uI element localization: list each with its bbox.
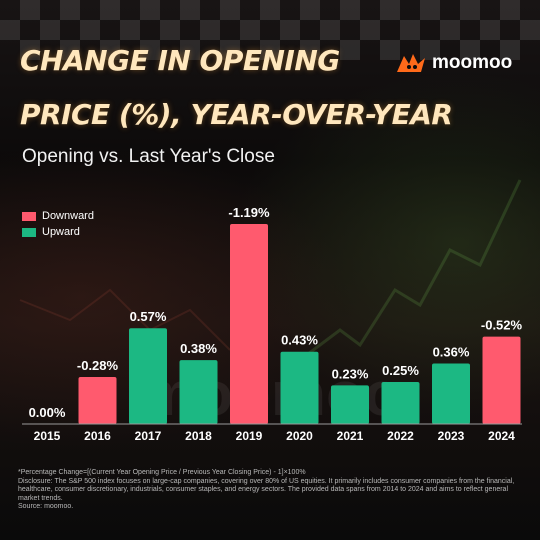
moomoo-bull-icon [397, 54, 425, 72]
x-tick-2024: 2024 [488, 429, 515, 443]
data-label-2021: 0.23% [332, 366, 369, 381]
legend-label-upward: Upward [42, 226, 80, 238]
legend-item-downward: Downward [22, 208, 94, 224]
data-label-2017: 0.57% [130, 309, 167, 324]
background-trend-lines [19, 179, 522, 362]
data-label-2020: 0.43% [281, 333, 318, 348]
data-label-2018: 0.38% [180, 341, 217, 356]
legend-label-downward: Downward [42, 210, 94, 222]
title-line-2: PRICE (%), YEAR-OVER-YEAR [20, 98, 453, 131]
data-label-2023: 0.36% [433, 344, 470, 359]
legend-swatch-downward [22, 211, 36, 221]
bar-2016 [78, 376, 117, 424]
x-tick-2019: 2019 [236, 429, 263, 443]
x-tick-2016: 2016 [84, 429, 111, 443]
chart-legend: Downward Upward [22, 208, 94, 240]
data-label-2022: 0.25% [382, 363, 419, 378]
legend-item-upward: Upward [22, 224, 94, 240]
footer-formula: *Percentage Change=[(Current Year Openin… [18, 469, 306, 476]
moomoo-logo: moomoo [396, 50, 512, 76]
logo-text: moomoo [432, 52, 513, 73]
x-tick-2023: 2023 [438, 429, 465, 443]
bar-2021 [331, 385, 369, 424]
chart-subtitle: Opening vs. Last Year's Close [22, 146, 275, 167]
x-tick-2017: 2017 [135, 429, 162, 443]
bar-2024 [482, 336, 521, 424]
data-label-2024: -0.52% [481, 318, 523, 333]
footer-disclaimer: *Percentage Change=[(Current Year Openin… [18, 469, 526, 512]
bar-2018 [179, 360, 218, 424]
x-tick-2015: 2015 [34, 429, 61, 443]
footer-disclosure: Disclosure: The S&P 500 index focuses on… [18, 477, 515, 502]
data-label-2019: -1.19% [228, 205, 270, 220]
x-tick-2022: 2022 [387, 429, 414, 443]
data-label-2016: -0.28% [77, 358, 119, 373]
legend-swatch-upward [22, 227, 36, 237]
bar-2023 [432, 363, 470, 424]
x-tick-2020: 2020 [286, 429, 313, 443]
x-tick-2018: 2018 [185, 429, 212, 443]
bar-2020 [280, 351, 319, 424]
bar-2022 [381, 381, 420, 424]
footer-source: Source: moomoo. [18, 503, 74, 511]
background-checker-pattern [0, 0, 540, 60]
data-label-2015: 0.00% [29, 405, 66, 420]
x-tick-2021: 2021 [337, 429, 364, 443]
bar-2017 [129, 328, 167, 424]
bar-2019 [230, 224, 268, 424]
title-line-1: CHANGE IN OPENING [20, 44, 340, 77]
